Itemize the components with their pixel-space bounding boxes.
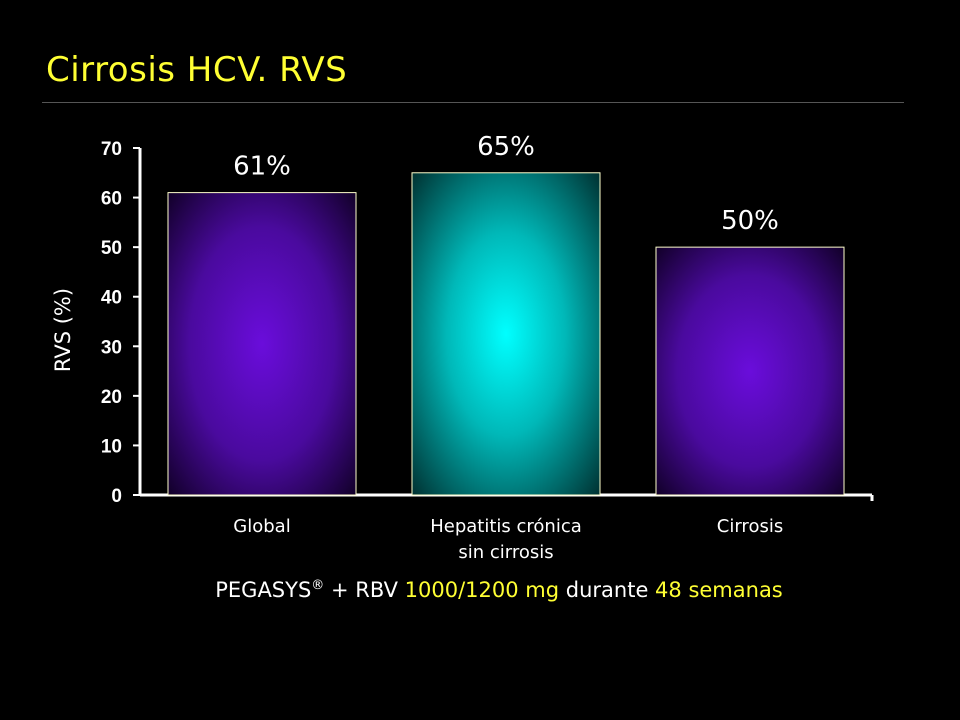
bar [411,172,601,496]
data-label: 65% [477,132,535,162]
y-tick-label: 50 [101,238,122,259]
y-tick-label: 10 [101,436,122,457]
caption-durante: durante [559,578,656,602]
y-tick-label: 30 [101,337,122,358]
treatment-caption: PEGASYS® + RBV 1000/1200 mg durante 48 s… [0,578,960,602]
data-label: 61% [233,152,291,182]
y-tick-label: 20 [101,387,122,408]
y-tick-label: 70 [101,139,122,160]
y-tick-label: 60 [101,189,122,210]
x-category-label: sin cirrosis [458,542,553,563]
caption-plus-rbv: + RBV [324,578,405,602]
data-label: 50% [721,206,779,236]
bar [655,246,845,496]
y-axis-title: RVS (%) [51,288,75,372]
title-divider [42,102,904,103]
y-tick-label: 0 [111,486,122,507]
duration-value: 48 semanas [655,578,783,602]
bar [167,192,357,496]
y-tick-label: 40 [101,288,122,309]
x-category-label: Cirrosis [717,516,783,537]
drug-name: PEGASYS [215,578,312,602]
chart-title: Cirrosis HCV. RVS [46,50,348,90]
x-category-label: Hepatitis crónica [430,516,582,537]
registered-mark: ® [311,578,325,593]
x-category-label: Global [233,516,290,537]
dose-value: 1000/1200 mg [404,578,560,602]
